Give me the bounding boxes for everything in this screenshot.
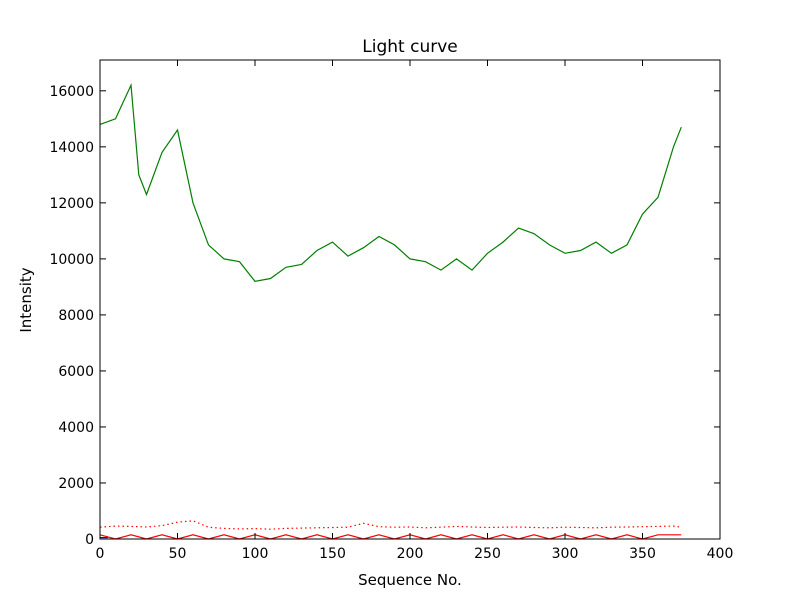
- y-tick-label-3: 6000: [58, 364, 94, 380]
- y-tick-label-1: 2000: [58, 476, 94, 492]
- tick-layer: 0 50 100 150 200 250 300 350 4000200040006000800…: [49, 60, 733, 562]
- y-tick-label-6: 12000: [49, 196, 94, 212]
- y-tick-label-2: 4000: [58, 420, 94, 436]
- x-tick-label-6: 300: [552, 546, 579, 562]
- series-line-1: [99, 520, 682, 530]
- y-tick-label-7: 14000: [49, 140, 94, 156]
- x-tick-label-3: 150: [319, 546, 346, 562]
- y-tick-label-8: 16000: [49, 84, 94, 100]
- chart-title: Light curve: [362, 37, 457, 57]
- x-tick-label-1: 50: [169, 546, 187, 562]
- y-tick-label-0: 0: [85, 532, 94, 548]
- x-tick-label-5: 250: [474, 546, 501, 562]
- series-line-0: [99, 82, 682, 282]
- x-tick-label-7: 350: [629, 546, 656, 562]
- series-layer: [99, 82, 682, 540]
- y-tick-label-4: 8000: [58, 308, 94, 324]
- y-axis-label: Intensity: [17, 267, 35, 332]
- x-tick-label-8: 400: [707, 546, 734, 562]
- y-tick-label-5: 10000: [49, 252, 94, 268]
- plot-frame: [99, 59, 721, 540]
- x-axis-label: Sequence No.: [358, 571, 462, 589]
- x-tick-label-2: 100: [242, 546, 269, 562]
- series-line-2: [99, 534, 682, 540]
- x-tick-label-0: 0: [96, 546, 105, 562]
- x-tick-label-4: 200: [397, 546, 424, 562]
